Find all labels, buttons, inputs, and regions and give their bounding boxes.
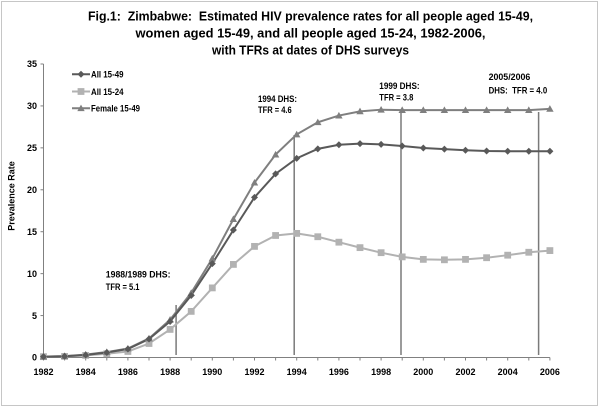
svg-text:2006: 2006 — [540, 367, 560, 377]
svg-text:35: 35 — [27, 59, 37, 69]
svg-text:All 15-24: All 15-24 — [91, 87, 124, 97]
svg-text:15: 15 — [27, 227, 37, 237]
svg-text:Fig.1: Zimbabwe: Estimated H: Fig.1: Zimbabwe: Estimated HIV prevalenc… — [88, 9, 533, 24]
svg-text:5: 5 — [32, 311, 37, 321]
svg-text:10: 10 — [27, 269, 37, 279]
svg-text:20: 20 — [27, 185, 37, 195]
svg-text:1986: 1986 — [118, 367, 138, 377]
svg-text:25: 25 — [27, 143, 37, 153]
svg-text:30: 30 — [27, 101, 37, 111]
svg-text:1992: 1992 — [244, 367, 264, 377]
svg-text:1990: 1990 — [202, 367, 222, 377]
svg-text:TFR = 3.8: TFR = 3.8 — [379, 93, 413, 103]
svg-text:2002: 2002 — [455, 367, 475, 377]
svg-text:TFR = 5.1: TFR = 5.1 — [106, 282, 140, 292]
svg-text:2004: 2004 — [498, 367, 518, 377]
svg-text:Prevalence Rate: Prevalence Rate — [7, 161, 17, 231]
svg-text:DHS: TFR = 4.0: DHS: TFR = 4.0 — [489, 85, 548, 95]
svg-text:1994 DHS:: 1994 DHS: — [258, 94, 297, 104]
svg-text:All 15-49: All 15-49 — [91, 70, 124, 80]
svg-text:with TFRs at dates of DHS surv: with TFRs at dates of DHS surveys — [211, 43, 409, 58]
svg-text:1998: 1998 — [371, 367, 391, 377]
svg-text:TFR = 4.6: TFR = 4.6 — [258, 105, 292, 115]
svg-text:1988/1989 DHS:: 1988/1989 DHS: — [106, 269, 171, 279]
svg-text:1984: 1984 — [76, 367, 96, 377]
svg-text:1994: 1994 — [287, 367, 307, 377]
svg-text:2005/2006: 2005/2006 — [489, 72, 531, 82]
svg-text:2000: 2000 — [413, 367, 433, 377]
svg-text:1988: 1988 — [160, 367, 180, 377]
svg-text:women aged 15-49, and all peop: women aged 15-49, and all people aged 15… — [135, 26, 486, 41]
svg-text:0: 0 — [32, 353, 37, 363]
svg-text:1999 DHS:: 1999 DHS: — [379, 81, 419, 91]
svg-text:1996: 1996 — [329, 367, 349, 377]
svg-text:1982: 1982 — [33, 367, 53, 377]
svg-text:Female 15-49: Female 15-49 — [91, 104, 140, 114]
